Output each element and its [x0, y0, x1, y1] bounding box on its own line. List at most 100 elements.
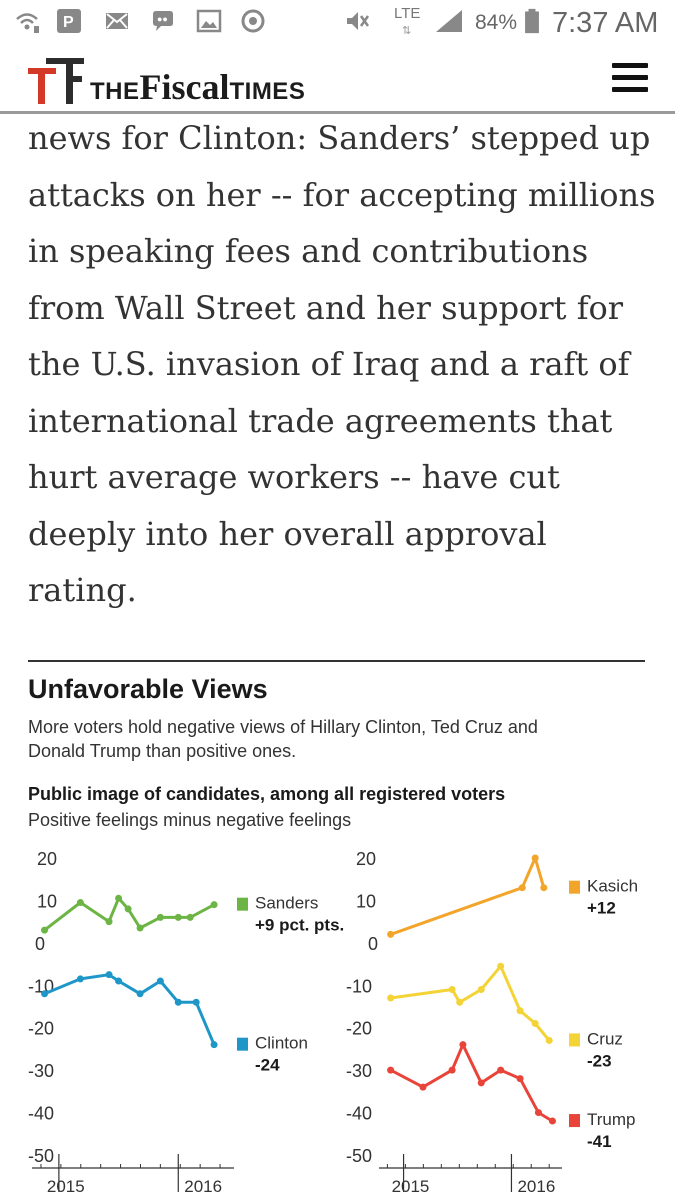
data-point-cruz	[497, 962, 505, 970]
fiscal-times-logo-mark[interactable]	[26, 54, 88, 106]
article-line: news for Clinton: Sanders’ stepped up	[28, 119, 651, 157]
menu-icon-bar	[612, 75, 648, 80]
legend-change-clinton: -24	[255, 1056, 280, 1075]
y-tick-label: -50	[28, 1146, 54, 1166]
data-point-clinton	[156, 977, 164, 985]
x-tick-label: 2016	[184, 1177, 222, 1196]
article-line: attacks on her -- for accepting millions	[28, 175, 656, 214]
fiscal-times-logo[interactable]: THEFiscalTIMES	[90, 66, 305, 107]
y-tick-label: 10	[356, 891, 376, 911]
legend-label-trump: Trump	[587, 1110, 636, 1129]
chart-subtitle: Donald Trump than positive ones.	[28, 741, 297, 761]
battery-percent: 84%	[475, 11, 518, 34]
battery-icon	[525, 8, 539, 34]
y-tick-label: -40	[346, 1104, 372, 1124]
article-line: rating.	[28, 571, 137, 609]
series-line-sanders	[43, 896, 215, 932]
data-point-sanders	[156, 913, 164, 921]
article-line: from Wall Street and her support for	[28, 288, 624, 327]
article-line: deeply into her overall approval	[28, 514, 547, 553]
mute-icon	[347, 12, 370, 30]
legend-label-kasich: Kasich	[587, 877, 638, 896]
sync-icon	[241, 9, 265, 33]
data-point-clinton	[105, 971, 113, 979]
series-line-trump	[389, 1043, 554, 1123]
data-point-trump	[497, 1066, 505, 1074]
data-point-cruz	[387, 994, 395, 1002]
data-point-sanders	[124, 905, 132, 913]
wifi-icon	[16, 13, 39, 33]
series-line-kasich	[390, 856, 546, 936]
data-point-cruz	[545, 1036, 553, 1044]
y-tick-label: 10	[37, 891, 57, 911]
data-point-clinton	[210, 1041, 218, 1049]
network-type: LTE	[394, 5, 421, 22]
legend-swatch-clinton	[237, 1037, 248, 1051]
legend-label-cruz: Cruz	[587, 1029, 623, 1048]
series-line-cruz	[390, 964, 551, 1042]
svg-text:P: P	[63, 14, 74, 31]
data-point-sanders	[174, 913, 182, 921]
x-tick-label: 2016	[517, 1177, 555, 1196]
legend-change-cruz: -23	[587, 1051, 612, 1070]
legend-swatch-sanders	[237, 897, 248, 911]
article-line: in speaking fees and contributions	[28, 232, 589, 270]
hamburger-menu-button[interactable]	[612, 63, 648, 93]
chart-caption: Positive feelings minus negative feeling…	[28, 810, 352, 830]
y-tick-label: 0	[368, 934, 378, 954]
y-tick-label: 20	[37, 849, 57, 869]
legend-change-sanders: +9 pct. pts.	[255, 916, 344, 935]
data-point-sanders	[76, 899, 84, 907]
data-point-clinton	[115, 977, 123, 985]
legend-label-sanders: Sanders	[255, 894, 318, 913]
y-tick-label: 0	[35, 934, 45, 954]
data-point-clinton	[76, 975, 84, 983]
data-point-trump	[448, 1066, 456, 1074]
article-line: international trade agreements that	[28, 401, 613, 440]
menu-icon-bar	[612, 87, 648, 92]
data-point-cruz	[477, 986, 485, 994]
y-tick-label: -10	[28, 976, 54, 996]
data-point-kasich	[518, 884, 526, 892]
data-point-clinton	[192, 998, 200, 1006]
data-point-kasich	[540, 884, 548, 892]
article-line: the U.S. invasion of Iraq and a raft of	[28, 345, 630, 383]
chat-bubble-icon: ●●	[153, 11, 173, 31]
svg-text:●●: ●●	[157, 14, 168, 24]
data-point-kasich	[531, 854, 539, 862]
y-tick-label: -20	[28, 1019, 54, 1039]
y-tick-label: -30	[28, 1061, 54, 1081]
chart-heading: Public image of candidates, among all re…	[28, 784, 506, 804]
data-point-trump	[459, 1041, 467, 1049]
data-point-trump	[516, 1075, 524, 1083]
chart-divider	[28, 660, 645, 662]
chart-subtitle: More voters hold negative views of Hilla…	[28, 717, 538, 737]
status-bar: P ●● LTE ⇅ 84% 7:37 AM	[0, 0, 675, 50]
data-point-cruz	[531, 1019, 539, 1027]
legend-swatch-trump	[569, 1114, 580, 1128]
data-activity-icon: ⇅	[402, 25, 412, 37]
data-point-sanders	[186, 913, 194, 921]
pandora-icon: P	[57, 9, 81, 33]
data-point-trump	[419, 1083, 427, 1091]
legend-change-kasich: +12	[587, 899, 616, 918]
data-point-trump	[387, 1066, 395, 1074]
y-tick-label: 20	[356, 849, 376, 869]
y-tick-label: -40	[28, 1104, 54, 1124]
series-line-clinton	[44, 973, 216, 1046]
site-header	[0, 50, 675, 114]
legend-swatch-cruz	[569, 1033, 580, 1047]
logo-the: THE	[90, 78, 140, 105]
data-point-sanders	[115, 894, 123, 902]
legend-change-trump: -41	[587, 1132, 612, 1151]
unfavorable-views-chart: 20 10 0 -10 -20 -30 -40 -50 2015 2016 Sanders +9 pc…	[28, 849, 638, 1196]
data-point-sanders	[105, 918, 113, 926]
data-point-cruz	[456, 998, 464, 1006]
chart-title: Unfavorable Views	[28, 674, 268, 704]
data-point-clinton	[174, 998, 182, 1006]
y-tick-label: -20	[346, 1019, 372, 1039]
clock: 7:37 AM	[552, 7, 659, 39]
legend-swatch-kasich	[569, 880, 580, 894]
logo-fiscal: Fiscal	[139, 67, 230, 107]
data-point-clinton	[136, 990, 144, 998]
